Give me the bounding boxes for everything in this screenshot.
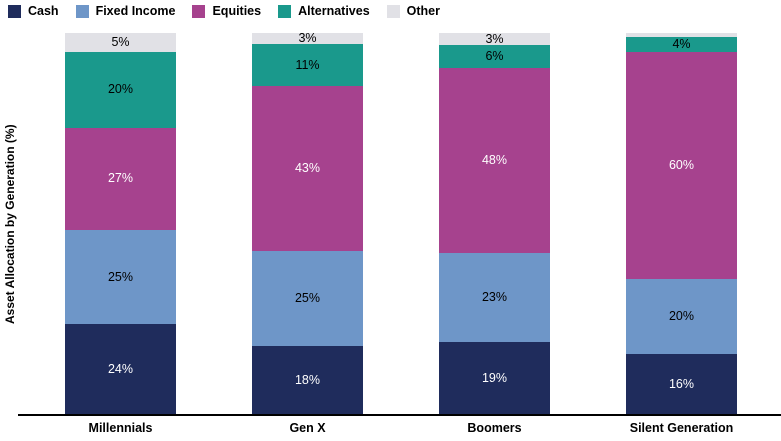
segment-fixed-income-boomers: 23% bbox=[439, 252, 550, 342]
legend-item-equities: Equities bbox=[192, 4, 261, 18]
stacked-bar-gen-x: 3% 11% 43% 25% 18% bbox=[252, 31, 363, 415]
segment-value-label: 25% bbox=[107, 269, 134, 284]
legend-swatch-cash bbox=[8, 4, 21, 18]
segment-value-label: 11% bbox=[295, 58, 320, 73]
legend-label: Alternatives bbox=[298, 4, 370, 18]
segment-other-silent-generation bbox=[626, 33, 737, 37]
segment-value-label: 24% bbox=[107, 362, 134, 377]
plot-area: 5% 20% 27% 25% 24% 3% 11% 43% 25% 18% 3% 6% 48% 23% 19… bbox=[65, 31, 737, 416]
legend-item-other: Other bbox=[386, 4, 440, 18]
segment-equities-boomers: 48% bbox=[439, 67, 550, 253]
stacked-bar-boomers: 3% 6% 48% 23% 19% bbox=[439, 33, 550, 416]
segment-cash-millennials: 24% bbox=[65, 324, 176, 415]
segment-value-label: 18% bbox=[294, 373, 321, 388]
segment-alternatives-silent-generation: 4% bbox=[626, 36, 737, 52]
segment-other-millennials: 5% bbox=[65, 33, 176, 52]
legend-item-fixed-income: Fixed Income bbox=[75, 4, 176, 18]
segment-value-label: 6% bbox=[485, 48, 504, 63]
legend-swatch-alternatives bbox=[278, 4, 292, 18]
legend-swatch-other bbox=[386, 4, 400, 18]
segment-equities-millennials: 27% bbox=[65, 127, 176, 230]
x-axis-label-silent-generation: Silent Generation bbox=[629, 421, 734, 435]
segment-cash-silent-generation: 16% bbox=[626, 354, 737, 415]
segment-value-label: 25% bbox=[294, 291, 321, 306]
segment-value-label: 5% bbox=[111, 35, 130, 50]
y-axis-title: Asset Allocation by Generation (%) bbox=[3, 124, 17, 324]
segment-other-boomers: 3% bbox=[439, 33, 550, 45]
segment-value-label: 20% bbox=[107, 82, 134, 97]
segment-alternatives-boomers: 6% bbox=[439, 44, 550, 68]
x-axis-label-boomers: Boomers bbox=[467, 421, 522, 435]
segment-value-label: 60% bbox=[668, 158, 695, 173]
segment-value-label: 27% bbox=[107, 171, 134, 186]
legend-label: Fixed Income bbox=[95, 4, 176, 18]
legend-swatch-fixed-income bbox=[75, 4, 89, 18]
segment-cash-gen-x: 18% bbox=[252, 346, 363, 415]
legend-item-alternatives: Alternatives bbox=[278, 4, 370, 18]
segment-value-label: 48% bbox=[481, 153, 508, 168]
x-axis-line bbox=[18, 414, 781, 416]
segment-alternatives-millennials: 20% bbox=[65, 51, 176, 128]
x-axis-label-millennials: Millennials bbox=[88, 421, 153, 435]
x-axis-labels: Millennials Gen X Boomers Silent Generation bbox=[65, 421, 737, 435]
segment-value-label: 23% bbox=[481, 290, 508, 305]
x-axis-label-gen-x: Gen X bbox=[289, 421, 326, 435]
segment-equities-gen-x: 43% bbox=[252, 86, 363, 251]
segment-value-label: 19% bbox=[481, 371, 508, 386]
segment-equities-silent-generation: 60% bbox=[626, 51, 737, 279]
segment-other-gen-x: 3% bbox=[252, 31, 363, 46]
legend-label: Cash bbox=[28, 4, 59, 18]
segment-fixed-income-gen-x: 25% bbox=[252, 250, 363, 347]
segment-fixed-income-millennials: 25% bbox=[65, 229, 176, 325]
segment-value-label: 43% bbox=[294, 161, 321, 176]
legend-item-cash: Cash bbox=[8, 4, 59, 18]
stacked-bar-silent-generation: 4% 60% 20% 16% bbox=[626, 33, 737, 415]
stacked-bar-millennials: 5% 20% 27% 25% 24% bbox=[65, 33, 176, 415]
segment-value-label: 4% bbox=[672, 37, 691, 52]
segment-cash-boomers: 19% bbox=[439, 341, 550, 416]
segment-value-label: 16% bbox=[668, 377, 695, 392]
legend: Cash Fixed Income Equities Alternatives Othe… bbox=[8, 4, 440, 18]
legend-label: Equities bbox=[212, 4, 262, 18]
segment-fixed-income-silent-generation: 20% bbox=[626, 278, 737, 355]
segment-value-label: 20% bbox=[668, 309, 695, 324]
segment-alternatives-gen-x: 11% bbox=[252, 44, 363, 87]
segment-value-label: 3% bbox=[298, 31, 317, 46]
legend-label: Other bbox=[406, 4, 440, 18]
legend-swatch-equities bbox=[192, 4, 206, 18]
segment-value-label: 3% bbox=[485, 31, 504, 46]
